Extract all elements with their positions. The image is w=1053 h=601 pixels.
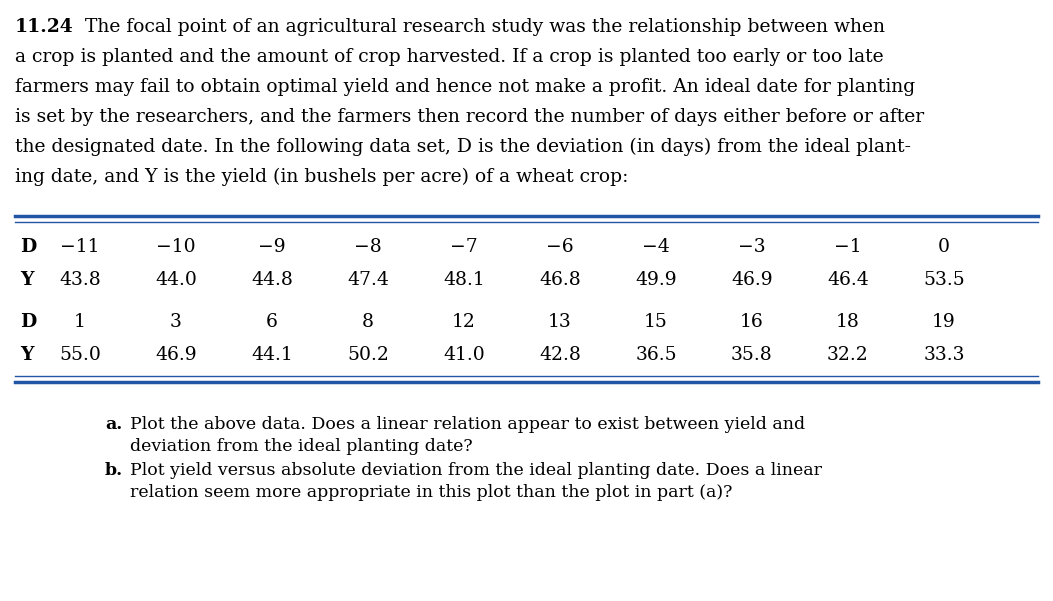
Text: 19: 19 <box>932 313 956 331</box>
Text: a crop is planted and the amount of crop harvested. If a crop is planted too ear: a crop is planted and the amount of crop… <box>15 48 883 66</box>
Text: 35.8: 35.8 <box>731 346 773 364</box>
Text: 49.9: 49.9 <box>635 271 677 289</box>
Text: relation seem more appropriate in this plot than the plot in part (a)?: relation seem more appropriate in this p… <box>130 484 733 501</box>
Text: 12: 12 <box>452 313 476 331</box>
Text: Y: Y <box>20 346 34 364</box>
Text: 46.8: 46.8 <box>539 271 581 289</box>
Text: 0: 0 <box>938 238 950 256</box>
Text: 44.8: 44.8 <box>251 271 293 289</box>
Text: Plot the above data. Does a linear relation appear to exist between yield and: Plot the above data. Does a linear relat… <box>130 416 806 433</box>
Text: 8: 8 <box>362 313 374 331</box>
Text: −9: −9 <box>258 238 285 256</box>
Text: 44.0: 44.0 <box>155 271 197 289</box>
Text: 46.4: 46.4 <box>827 271 869 289</box>
Text: −4: −4 <box>642 238 670 256</box>
Text: Plot yield versus absolute deviation from the ideal planting date. Does a linear: Plot yield versus absolute deviation fro… <box>130 462 822 479</box>
Text: b.: b. <box>105 462 123 479</box>
Text: D: D <box>20 313 36 331</box>
Text: 47.4: 47.4 <box>347 271 389 289</box>
Text: 44.1: 44.1 <box>251 346 293 364</box>
Text: 11.24: 11.24 <box>15 18 74 36</box>
Text: 1: 1 <box>74 313 86 331</box>
Text: 55.0: 55.0 <box>59 346 101 364</box>
Text: ing date, and Y is the yield (in bushels per acre) of a wheat crop:: ing date, and Y is the yield (in bushels… <box>15 168 629 186</box>
Text: −7: −7 <box>450 238 478 256</box>
Text: 36.5: 36.5 <box>635 346 677 364</box>
Text: 33.3: 33.3 <box>923 346 965 364</box>
Text: farmers may fail to obtain optimal yield and hence not make a profit. An ideal d: farmers may fail to obtain optimal yield… <box>15 78 915 96</box>
Text: is set by the researchers, and the farmers then record the number of days either: is set by the researchers, and the farme… <box>15 108 925 126</box>
Text: deviation from the ideal planting date?: deviation from the ideal planting date? <box>130 438 473 455</box>
Text: 18: 18 <box>836 313 860 331</box>
Text: 46.9: 46.9 <box>731 271 773 289</box>
Text: 3: 3 <box>171 313 182 331</box>
Text: D: D <box>20 238 36 256</box>
Text: 50.2: 50.2 <box>347 346 389 364</box>
Text: 32.2: 32.2 <box>827 346 869 364</box>
Text: 53.5: 53.5 <box>923 271 965 289</box>
Text: 42.8: 42.8 <box>539 346 581 364</box>
Text: 41.0: 41.0 <box>443 346 484 364</box>
Text: −10: −10 <box>156 238 196 256</box>
Text: −11: −11 <box>60 238 100 256</box>
Text: 43.8: 43.8 <box>59 271 101 289</box>
Text: a.: a. <box>105 416 122 433</box>
Text: 46.9: 46.9 <box>155 346 197 364</box>
Text: 15: 15 <box>644 313 668 331</box>
Text: −3: −3 <box>738 238 766 256</box>
Text: 13: 13 <box>549 313 572 331</box>
Text: 16: 16 <box>740 313 763 331</box>
Text: the designated date. In the following data set, D is the deviation (in days) fro: the designated date. In the following da… <box>15 138 911 156</box>
Text: −6: −6 <box>547 238 574 256</box>
Text: The focal point of an agricultural research study was the relationship between w: The focal point of an agricultural resea… <box>85 18 885 36</box>
Text: 48.1: 48.1 <box>443 271 484 289</box>
Text: −1: −1 <box>834 238 861 256</box>
Text: −8: −8 <box>354 238 382 256</box>
Text: 6: 6 <box>266 313 278 331</box>
Text: Y: Y <box>20 271 34 289</box>
